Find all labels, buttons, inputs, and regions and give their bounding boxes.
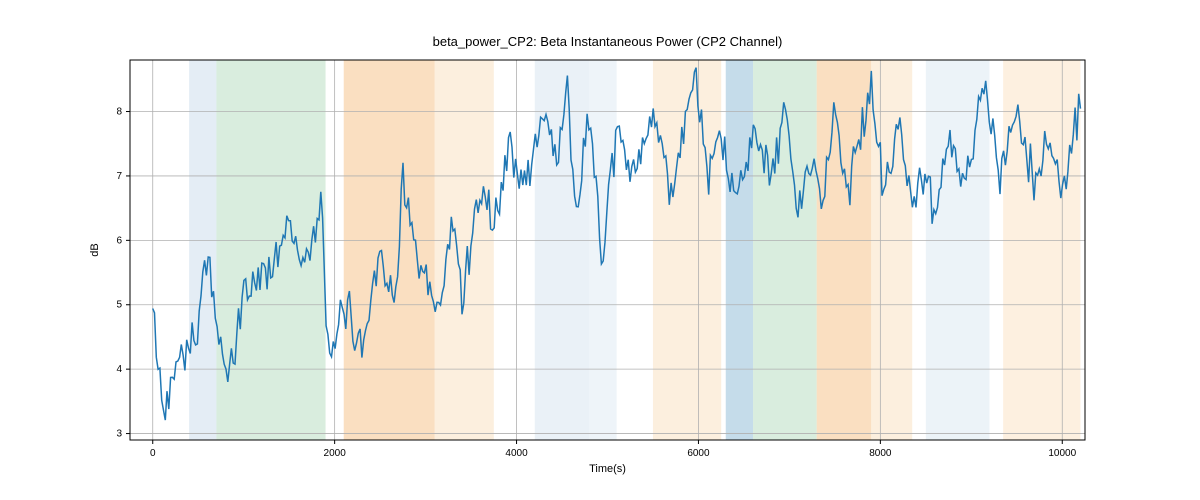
x-axis-label: Time(s)	[589, 463, 626, 475]
shaded-band	[589, 60, 616, 440]
y-tick-label: 3	[116, 429, 122, 440]
y-tick-label: 6	[116, 235, 122, 246]
shaded-band	[535, 60, 590, 440]
shaded-band	[1003, 60, 1080, 440]
line-chart: 0 2000 4000 6000 8000 10000 3 4 5 6 7 8 Time(s) dB bet…	[0, 0, 1200, 500]
y-tick-label: 4	[116, 364, 122, 375]
x-tick-label: 0	[150, 448, 156, 459]
x-tick-label: 10000	[1048, 448, 1076, 459]
x-tick-label: 8000	[869, 448, 892, 459]
shaded-band	[871, 60, 912, 440]
shaded-band	[926, 60, 990, 440]
x-tick-label: 4000	[505, 448, 528, 459]
y-tick-label: 7	[116, 171, 122, 182]
chart-title: beta_power_CP2: Beta Instantaneous Power…	[433, 34, 783, 49]
shaded-band	[435, 60, 494, 440]
x-tick-label: 2000	[324, 448, 347, 459]
chart-container: 0 2000 4000 6000 8000 10000 3 4 5 6 7 8 Time(s) dB bet…	[0, 0, 1200, 500]
y-tick-label: 5	[116, 300, 122, 311]
y-axis-label: dB	[89, 243, 101, 256]
shaded-band	[344, 60, 435, 440]
shaded-band	[753, 60, 817, 440]
x-tick-label: 6000	[687, 448, 710, 459]
shaded-band	[189, 60, 216, 440]
shaded-band	[653, 60, 721, 440]
shaded-band	[216, 60, 325, 440]
y-tick-label: 8	[116, 107, 122, 118]
shaded-band	[726, 60, 753, 440]
